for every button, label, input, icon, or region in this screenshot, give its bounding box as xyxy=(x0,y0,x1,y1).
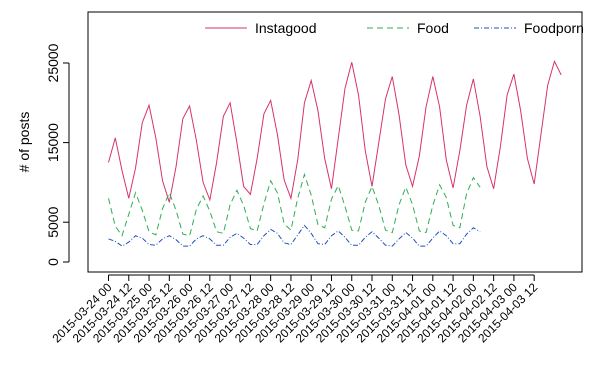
y-tick-label: 15000 xyxy=(45,123,61,162)
legend: Instagood Food Foodporn xyxy=(205,20,584,36)
y-tick-label: 0 xyxy=(45,258,61,266)
series-group xyxy=(108,60,562,247)
y-axis: 0 5000 15000 25000 xyxy=(45,43,70,266)
y-axis-label: # of posts xyxy=(16,112,32,173)
y-tick-label: 5000 xyxy=(45,206,61,237)
legend-label: Instagood xyxy=(255,20,317,36)
plot-frame xyxy=(87,11,583,273)
series-line-food xyxy=(108,172,481,237)
legend-label: Food xyxy=(417,20,449,36)
legend-label: Foodporn xyxy=(524,20,584,36)
y-tick-label: 25000 xyxy=(45,43,61,82)
series-line-foodporn xyxy=(108,224,481,247)
series-line-instagood xyxy=(108,60,562,203)
